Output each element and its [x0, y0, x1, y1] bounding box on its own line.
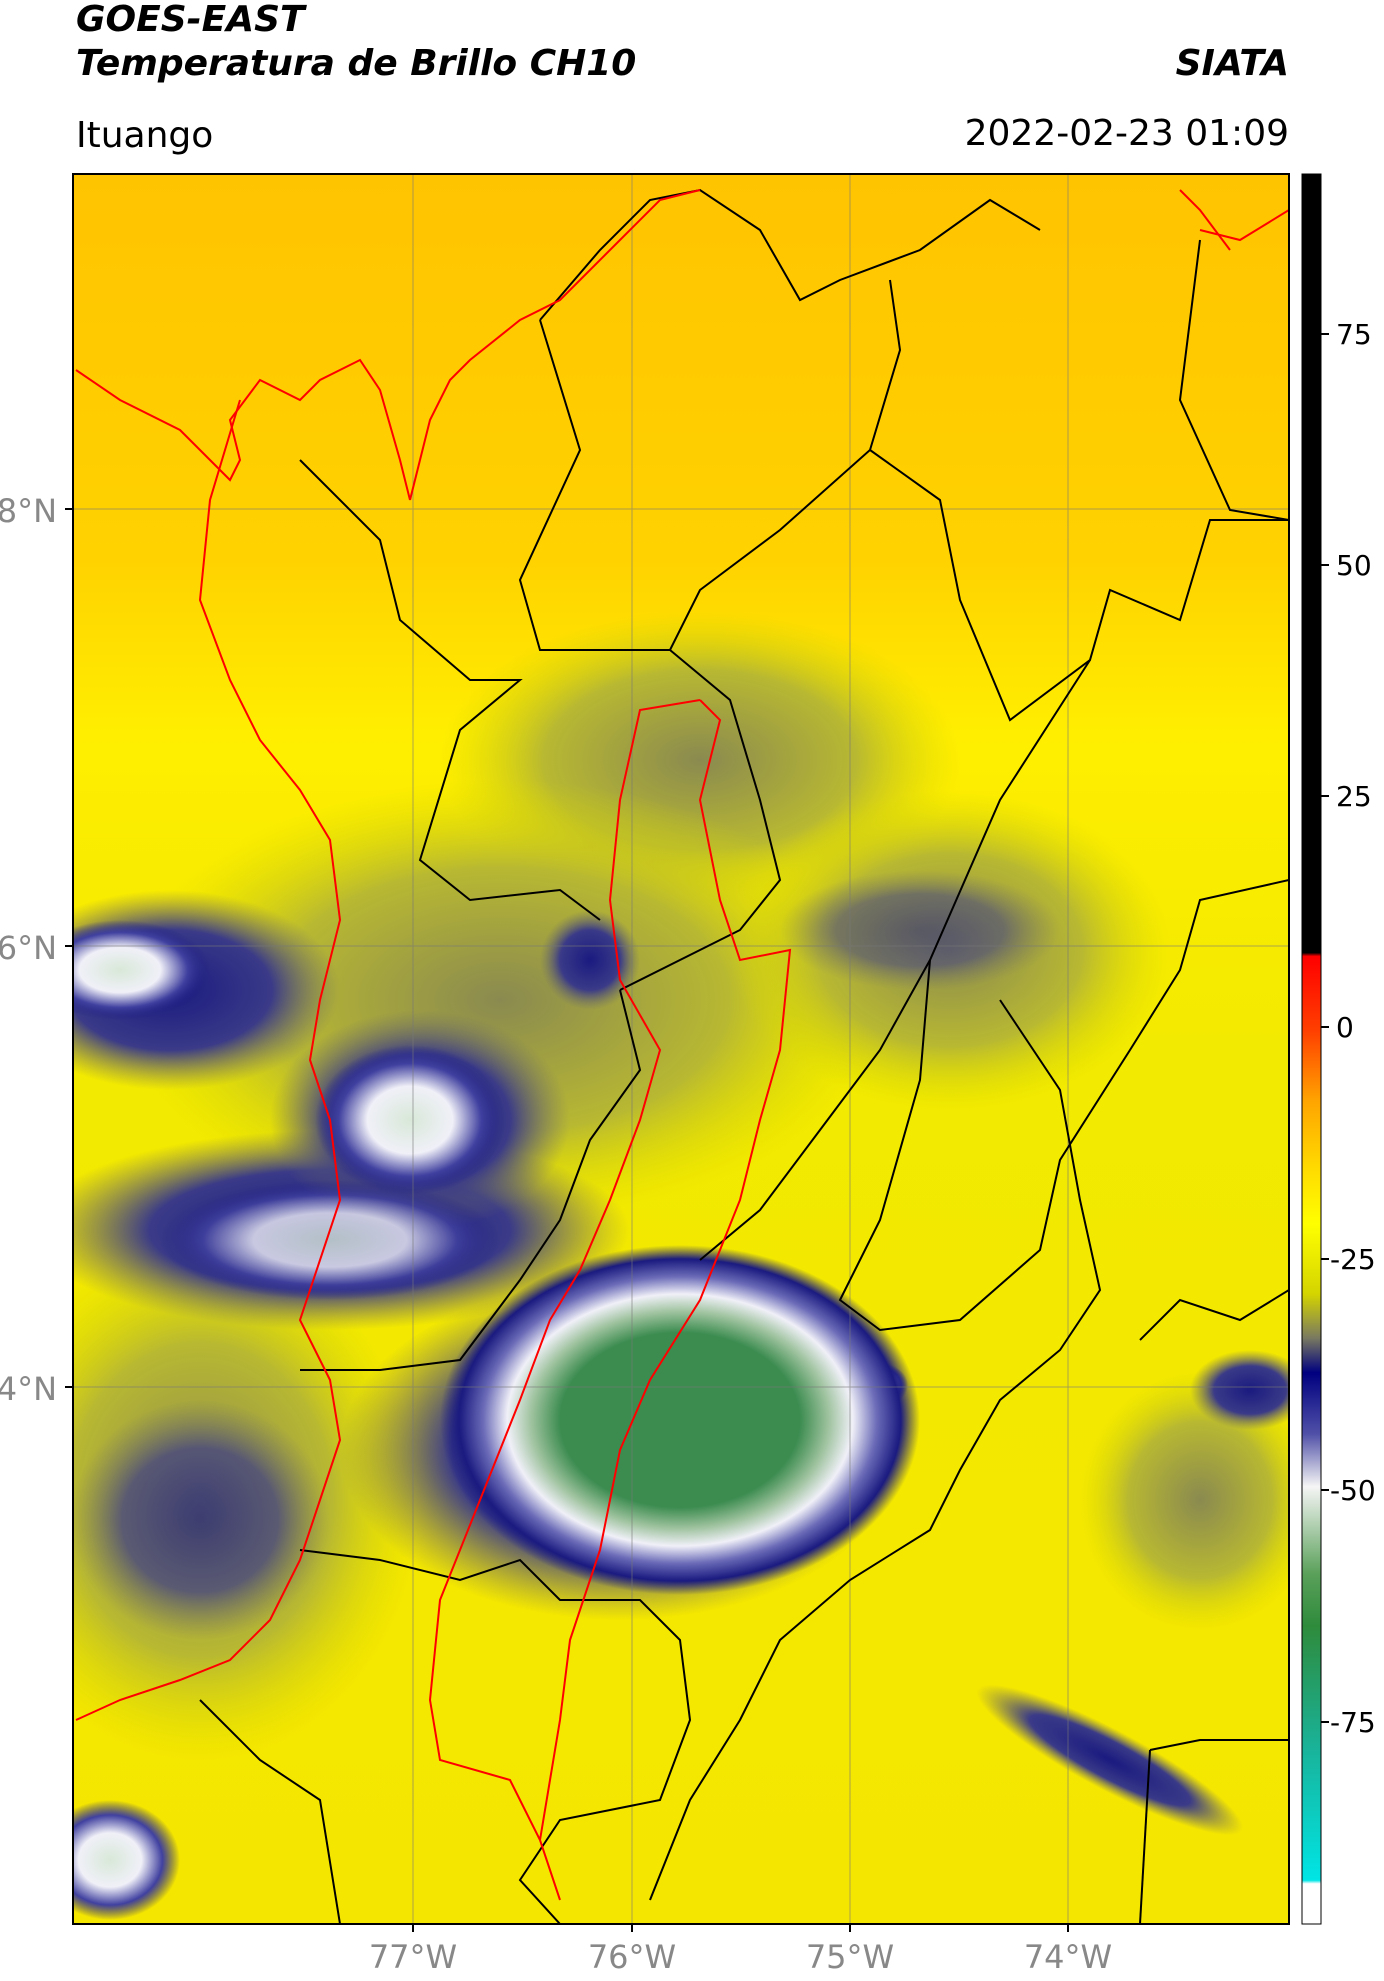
- cloud-field: [540, 910, 640, 1010]
- lon-label-74w: 74°W: [1024, 1938, 1112, 1976]
- colorbar-label: -50: [1330, 1474, 1376, 1507]
- cloud-field: [1080, 1370, 1289, 1630]
- satellite-title: GOES-EAST: [76, 0, 305, 40]
- cloud-top: [160, 1180, 500, 1300]
- gridlines: [73, 174, 1289, 1924]
- colorbar-label: 75: [1336, 318, 1372, 351]
- colorbar-label: -75: [1330, 1706, 1376, 1739]
- location-label: Ituango: [76, 115, 214, 156]
- cloud-field: [1190, 1350, 1289, 1430]
- colorbar: [1301, 173, 1322, 1925]
- brand-label: SIATA: [1175, 43, 1289, 84]
- map-area: [73, 174, 1289, 1924]
- colorbar-label: 50: [1336, 549, 1372, 582]
- lon-label-75w: 75°W: [806, 1938, 894, 1976]
- lat-label-8n: 8°N: [0, 492, 57, 530]
- lat-label-6n: 6°N: [0, 929, 57, 967]
- colorbar-ticks: [1321, 333, 1329, 1723]
- product-title: Temperatura de Brillo CH10: [76, 43, 637, 84]
- cloud-top: [73, 920, 210, 1020]
- department-boundaries: [199, 188, 1289, 1924]
- lon-label-76w: 76°W: [588, 1938, 676, 1976]
- map-frame: [72, 173, 1290, 1925]
- cloud-field: [73, 1400, 330, 1640]
- highlight-boundaries: [75, 189, 1289, 1901]
- cloud-field: [780, 870, 1060, 990]
- datetime-label: 2022-02-23 01:09: [964, 113, 1289, 154]
- cloud-field: [976, 1684, 1244, 1836]
- cloud-top: [73, 1800, 180, 1920]
- lon-label-77w: 77°W: [369, 1938, 457, 1976]
- convective-storm: [440, 1245, 920, 1595]
- colorbar-label: 0: [1336, 1011, 1354, 1044]
- colorbar-label: 25: [1336, 780, 1372, 813]
- axis-ticks: [65, 508, 1069, 1932]
- cloud-top: [315, 1045, 505, 1195]
- colorbar-label: -25: [1330, 1243, 1376, 1276]
- lat-label-4n: 4°N: [0, 1370, 57, 1408]
